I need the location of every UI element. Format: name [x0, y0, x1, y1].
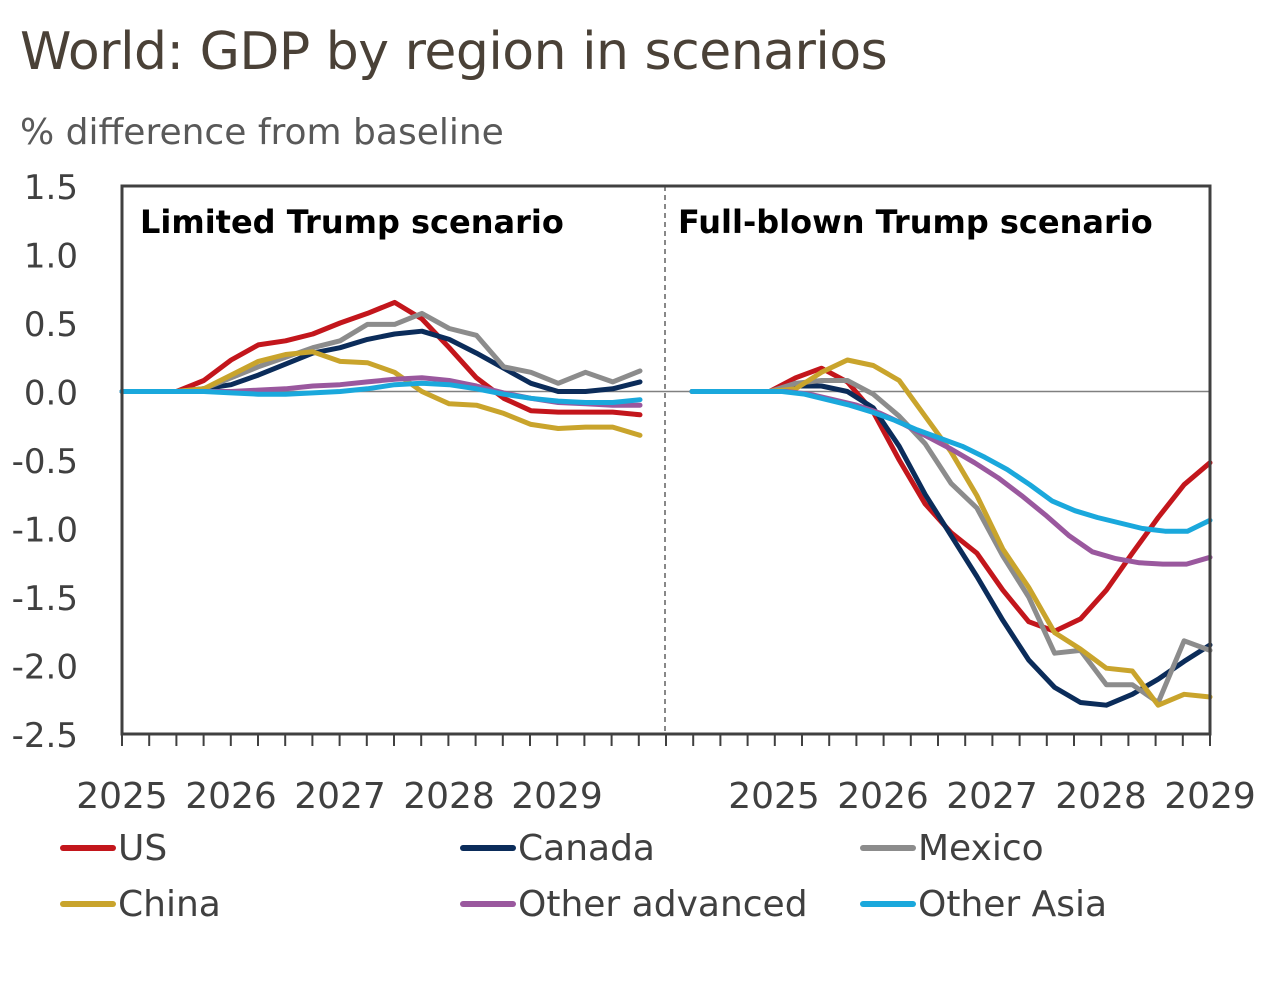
series-line-other-asia-panel-1 [119, 380, 643, 405]
legend-swatch [460, 901, 516, 907]
x-tick-label: 2027 [946, 776, 1038, 817]
panel-title: Full-blown Trump scenario [678, 203, 1153, 241]
x-tick-label: 2026 [837, 776, 929, 817]
legend-item-other-advanced: Other advanced [460, 876, 808, 932]
legend-item-china: China [60, 876, 221, 932]
x-tick-label: 2029 [1164, 776, 1256, 817]
x-tick-label: 2025 [76, 776, 168, 817]
legend-label: Mexico [918, 827, 1044, 869]
legend-item-other-asia: Other Asia [860, 876, 1107, 932]
series-line-mexico-panel-2 [689, 378, 1213, 705]
legend-swatch [860, 901, 916, 907]
series-line-canada-panel-2 [689, 383, 1213, 708]
series-line-us-panel-2 [689, 365, 1213, 634]
y-tick-label: 0.0 [24, 374, 78, 414]
line-chart: 1.5 1.0 0.5 0.0 -0.5 -1.0 -1.5 -2.0 -2.5 Limited … [12, 168, 1256, 817]
legend-swatch [460, 845, 516, 851]
y-tick-label: -2.0 [12, 648, 78, 688]
x-tick-label: 2026 [185, 776, 277, 817]
legend-swatch [60, 845, 116, 851]
x-tick-label: 2028 [403, 776, 495, 817]
y-tick-label: -1.0 [12, 511, 78, 551]
legend-label: China [118, 883, 221, 925]
legend: US Canada Mexico China Other advanced Other A… [0, 820, 1283, 950]
chart-subtitle: % difference from baseline [20, 112, 504, 153]
x-tick-label: 2027 [294, 776, 386, 817]
series-line-other-asia-panel-2 [689, 389, 1213, 534]
y-tick-label: -1.5 [12, 579, 78, 619]
y-tick-label: -2.5 [12, 716, 78, 756]
series-line-china-panel-1 [119, 349, 643, 438]
legend-item-canada: Canada [460, 820, 655, 876]
legend-label: US [118, 827, 168, 869]
x-tick-label: 2025 [728, 776, 820, 817]
series-line-us-panel-1 [119, 299, 643, 418]
legend-label: Canada [518, 827, 655, 869]
y-tick-label: 0.5 [24, 305, 78, 345]
x-tick-label: 2028 [1055, 776, 1147, 817]
y-tick-label: 1.0 [24, 237, 78, 277]
chart-title: World: GDP by region in scenarios [20, 22, 888, 82]
legend-label: Other Asia [918, 883, 1108, 925]
legend-label: Other advanced [518, 883, 808, 925]
panel-title: Limited Trump scenario [140, 203, 564, 241]
legend-item-mexico: Mexico [860, 820, 1044, 876]
legend-swatch [60, 901, 116, 907]
legend-swatch [860, 845, 916, 851]
legend-item-us: US [60, 820, 167, 876]
plot-frame [120, 184, 1212, 736]
y-tick-label: -0.5 [12, 442, 78, 482]
x-tick-label: 2029 [511, 776, 603, 817]
y-tick-label: 1.5 [24, 168, 78, 208]
